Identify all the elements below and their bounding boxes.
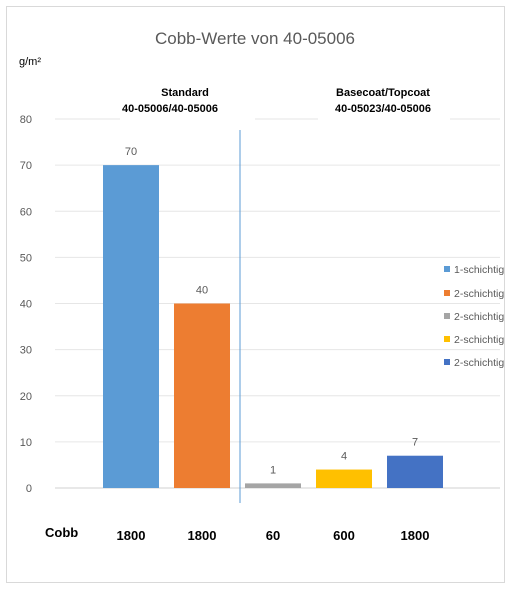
- bar-3: [245, 483, 301, 488]
- cobb-row-label: Cobb: [45, 525, 78, 540]
- y-unit-label: g/m²: [19, 56, 41, 68]
- legend-label-5: 2-schichtig: [454, 357, 504, 369]
- bar-2: [174, 303, 230, 488]
- legend-swatch-5: [444, 359, 450, 365]
- data-labels: 70 40 1 4 7: [125, 146, 418, 476]
- data-label-1: 70: [125, 146, 137, 158]
- cobb-value-5: 1800: [401, 528, 430, 543]
- data-label-2: 40: [196, 285, 208, 297]
- bar-5: [387, 455, 443, 488]
- y-tick-label: 80: [20, 114, 32, 126]
- data-label-5: 7: [412, 437, 418, 449]
- legend-swatch-4: [444, 336, 450, 342]
- chart-title: Cobb-Werte von 40-05006: [155, 29, 355, 48]
- y-tick-label: 20: [20, 391, 32, 403]
- group-label-standard-line1: Standard: [161, 87, 209, 99]
- legend-label-1: 1-schichtig: [454, 264, 504, 276]
- y-tick-label: 0: [26, 483, 32, 495]
- cobb-value-4: 600: [333, 528, 355, 543]
- data-label-4: 4: [341, 451, 347, 463]
- legend-label-3: 2-schichtig: [454, 311, 504, 323]
- y-tick-label: 10: [20, 437, 32, 449]
- legend-label-4: 2-schichtig: [454, 334, 504, 346]
- cobb-value-3: 60: [266, 528, 280, 543]
- group-label-basecoat-line2: 40-05023/40-05006: [335, 103, 431, 115]
- legend-swatch-3: [444, 313, 450, 319]
- y-tick-label: 60: [20, 206, 32, 218]
- y-tick-label: 50: [20, 252, 32, 264]
- y-tick-label: 30: [20, 345, 32, 357]
- legend-swatch-2: [444, 290, 450, 296]
- group-label-basecoat-line1: Basecoat/Topcoat: [336, 87, 430, 99]
- y-tick-label: 70: [20, 160, 32, 172]
- y-axis-ticks: 0 10 20 30 40 50 60 70 80: [20, 114, 32, 495]
- legend: 1-schichtig 2-schichtig 2-schichtig 2-schic…: [444, 264, 504, 369]
- cobb-values-row: 1800 1800 60 600 1800: [117, 528, 430, 543]
- bars: [103, 165, 443, 488]
- y-tick-label: 40: [20, 299, 32, 311]
- bar-1: [103, 165, 159, 488]
- group-label-standard-line2: 40-05006/40-05006: [122, 103, 218, 115]
- legend-label-2: 2-schichtig: [454, 288, 504, 300]
- data-label-3: 1: [270, 464, 276, 476]
- cobb-value-1: 1800: [117, 528, 146, 543]
- bar-4: [316, 469, 372, 488]
- cobb-value-2: 1800: [188, 528, 217, 543]
- legend-swatch-1: [444, 266, 450, 272]
